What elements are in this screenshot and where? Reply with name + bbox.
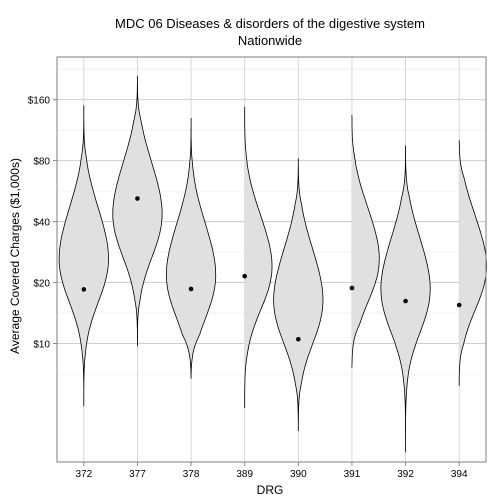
chart-title: MDC 06 Diseases & disorders of the diges… [115, 16, 425, 31]
chart-subtitle: Nationwide [238, 33, 302, 48]
x-tick-label: 392 [397, 469, 414, 480]
violin-389 [244, 106, 273, 409]
mean-point-372 [81, 287, 87, 292]
mean-point-390 [296, 336, 301, 342]
mean-point-392 [403, 298, 408, 304]
mean-point-394 [456, 302, 462, 308]
x-tick-label: 389 [236, 469, 253, 480]
violin-391 [351, 115, 380, 368]
mean-point-377 [135, 196, 140, 201]
mean-point-391 [349, 285, 355, 291]
violin-390 [273, 158, 324, 431]
y-tick-label: $80 [33, 157, 50, 168]
plot-border [56, 56, 487, 463]
x-tick-label: 394 [451, 469, 468, 480]
y-tick-label: $20 [33, 279, 50, 290]
y-tick-label: $40 [33, 218, 50, 229]
x-tick-label: 391 [344, 469, 361, 480]
y-axis-label: Average Covered Charges ($1,000s) [8, 158, 22, 354]
y-tick-label: $160 [28, 96, 51, 107]
violin-372 [58, 105, 109, 407]
mean-point-378 [188, 286, 194, 292]
violin-377 [112, 75, 163, 347]
x-tick-label: 390 [290, 469, 307, 480]
x-tick-label: 377 [129, 469, 146, 480]
mean-point-389 [242, 273, 247, 279]
plot-area: $10 $20 $40 $80 $160 372 377 378 389 390 391 392 394 [28, 56, 487, 480]
x-axis-label: DRG [257, 483, 284, 497]
y-tick-label: $10 [33, 340, 50, 351]
x-tick-label: 372 [75, 469, 92, 480]
x-tick-label: 378 [183, 469, 200, 480]
violin-378 [165, 118, 217, 379]
